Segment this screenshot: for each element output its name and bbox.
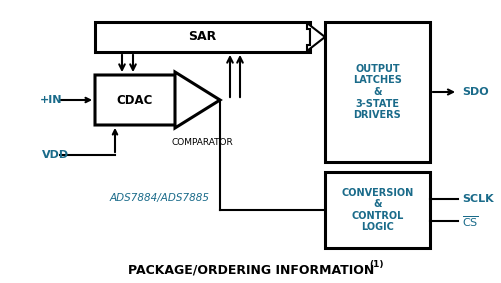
- Polygon shape: [307, 23, 324, 51]
- Text: ADS7884/ADS7885: ADS7884/ADS7885: [110, 193, 209, 203]
- Text: (1): (1): [368, 260, 383, 269]
- Bar: [324, 22, 429, 162]
- Text: +IN: +IN: [40, 95, 63, 105]
- Text: OUTPUT
LATCHES
&
3-STATE
DRIVERS: OUTPUT LATCHES & 3-STATE DRIVERS: [352, 64, 401, 120]
- Text: CONVERSION
&
CONTROL
LOGIC: CONVERSION & CONTROL LOGIC: [341, 188, 413, 232]
- Polygon shape: [175, 72, 219, 128]
- Text: VDD: VDD: [42, 150, 69, 160]
- Polygon shape: [95, 75, 188, 125]
- Text: COMPARATOR: COMPARATOR: [171, 138, 233, 147]
- Text: SCLK: SCLK: [461, 194, 492, 203]
- Text: SDO: SDO: [461, 87, 487, 97]
- Bar: [324, 172, 429, 248]
- Bar: [95, 22, 310, 52]
- Text: $\overline{\rm CS}$: $\overline{\rm CS}$: [461, 214, 478, 229]
- Text: CDAC: CDAC: [117, 93, 153, 106]
- Text: PACKAGE/ORDERING INFORMATION: PACKAGE/ORDERING INFORMATION: [128, 263, 373, 276]
- Text: SAR: SAR: [188, 31, 216, 44]
